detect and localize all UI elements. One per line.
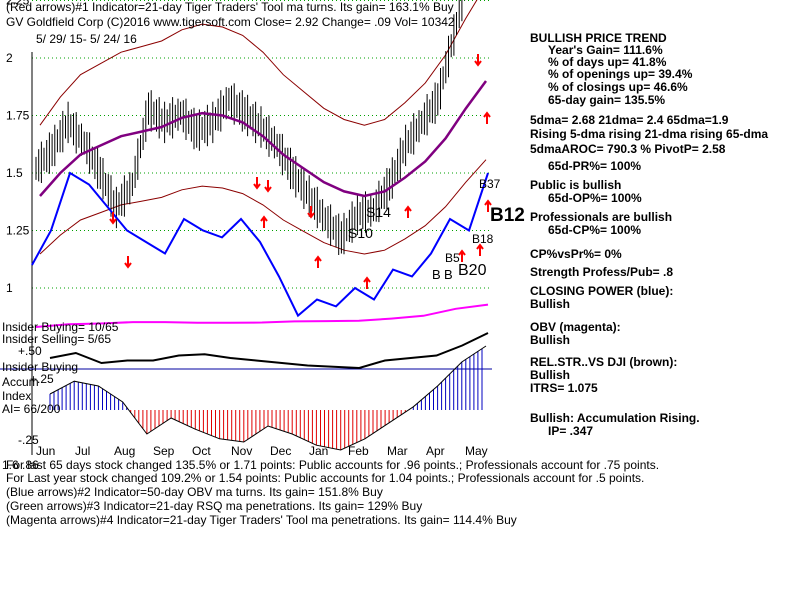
years-gain: Year's Gain= 111.6%	[548, 43, 663, 57]
insider-buying-label: Insider Buying= 10/65	[2, 320, 119, 334]
y-tick-label: 2	[6, 51, 13, 65]
pr-65d: 65d-PR%= 100%	[548, 159, 642, 173]
public-bullish: Public is bullish	[530, 178, 622, 192]
footer-blue-arrows: (Blue arrows)#2 Indicator=50-day OBV ma …	[6, 485, 383, 499]
cp-vs-pr: CP%vsPr%= 0%	[530, 247, 622, 261]
y-tick-label: 1.75	[6, 109, 30, 123]
red-arrow-icon	[483, 111, 491, 124]
signal-b20: B20	[458, 262, 487, 279]
y-tick-label: 1.25	[6, 224, 30, 238]
ma65-line	[39, 80, 488, 198]
ai-label: AI= 66/200	[2, 402, 61, 416]
price-gridlines	[0, 0, 492, 455]
accum-rising: Bullish: Accumulation Rising.	[530, 411, 700, 425]
professionals-bullish: Professionals are bullish	[530, 210, 673, 224]
gain-65day: 65-day gain= 135.5%	[548, 93, 666, 107]
date-range: 5/ 29/ 15- 5/ 24/ 16	[36, 32, 137, 46]
dma-values: 5dma= 2.68 21dma= 2.4 65dma=1.9	[530, 113, 729, 127]
closing-power-line	[31, 171, 489, 318]
month-label: Nov	[231, 444, 252, 458]
month-label: Jul	[75, 444, 90, 458]
month-label: Dec	[270, 444, 291, 458]
closing-power-label: CLOSING POWER (blue):	[530, 284, 674, 298]
obv-label: OBV (magenta):	[530, 320, 621, 334]
month-label: Jun	[36, 444, 55, 458]
month-label: May	[465, 444, 488, 458]
month-label: Jan	[309, 444, 328, 458]
month-label: Aug	[114, 444, 135, 458]
red-arrow-icon	[314, 255, 322, 268]
accumulation-histogram	[49, 345, 487, 451]
openings-up: % of openings up= 39.4%	[548, 67, 693, 81]
footer-magenta-arrows: (Magenta arrows)#4 Indicator=21-day Tige…	[6, 513, 517, 527]
header-indicator-line: (Red arrows)#1 Indicator=21-day Tiger Tr…	[6, 0, 454, 14]
month-label: Feb	[348, 444, 369, 458]
red-arrow-icon	[264, 180, 272, 193]
footer-65day: For last 65 days stock changed 135.5% or…	[6, 458, 660, 472]
closing-power-state: Bullish	[530, 297, 571, 311]
relative-strength-line	[49, 332, 489, 370]
footer-green-arrows: (Green arrows)#3 Indicator=21-day RSQ ma…	[6, 499, 423, 513]
upper-band	[39, 0, 478, 126]
obv-line	[35, 303, 489, 328]
minus-25-label: -.25	[18, 433, 39, 447]
series-lines	[31, 0, 489, 370]
signal-b5: B5	[445, 251, 460, 265]
signal-b37: B37	[479, 177, 501, 191]
red-arrow-icon	[307, 206, 315, 219]
rising-dma: Rising 5-dma rising 21-dma rising 65-dma	[530, 127, 769, 141]
red-arrow-icon	[404, 205, 412, 218]
accum-ma-line	[49, 345, 487, 451]
signal-b18: B18	[472, 232, 494, 246]
red-arrow-icon	[109, 212, 117, 225]
y-tick-label: 1	[6, 281, 13, 295]
aroc-pivot: 5dmaAROC= 790.3 % PivotP= 2.58	[530, 142, 726, 156]
red-arrow-icon	[260, 215, 268, 228]
ip-value: IP= .347	[548, 424, 594, 438]
red-arrow-icon	[458, 249, 466, 262]
days-up: % of days up= 41.8%	[548, 55, 667, 69]
itrs-value: ITRS= 1.075	[530, 381, 598, 395]
plus-25-label: +.25	[30, 372, 54, 386]
signal-s10: S10	[348, 225, 373, 241]
relstr-state: Bullish	[530, 368, 571, 382]
relstr-label: REL.STR..VS DJI (brown):	[530, 355, 678, 369]
signal-b: B	[432, 267, 441, 282]
insider-selling-label: Insider Selling= 5/65	[2, 332, 112, 346]
month-labels: Jun Jul Aug Sep Oct Nov Dec Jan Feb Mar Apr May	[36, 444, 488, 458]
red-arrow-icon	[474, 54, 482, 67]
footer-year: For Last year stock changed 109.2% or 1.…	[6, 471, 645, 485]
accum-label: Accum	[2, 375, 39, 389]
op-65d: 65d-OP%= 100%	[548, 191, 642, 205]
red-arrow-icon	[476, 243, 484, 256]
cp-65d: 65d-CP%= 100%	[548, 223, 642, 237]
lower-band	[39, 159, 487, 255]
plus-50-label: +.50	[18, 344, 42, 358]
header-ticker-line: GV Goldfield Corp (C)2016 www.tigersoft.…	[6, 15, 455, 29]
month-label: Sep	[153, 444, 175, 458]
trend-title: BULLISH PRICE TREND	[530, 31, 667, 45]
signal-b-mid: B	[444, 267, 453, 282]
signal-arrows	[109, 54, 492, 289]
month-label: Apr	[426, 444, 445, 458]
red-arrow-icon	[363, 276, 371, 289]
red-arrow-icon	[124, 256, 132, 269]
index-label: Index	[2, 389, 32, 403]
signal-s14: S14	[366, 204, 391, 220]
red-arrow-icon	[253, 177, 261, 190]
month-label: Oct	[192, 444, 211, 458]
strength-ratio: Strength Profess/Pub= .8	[530, 265, 674, 279]
y-tick-label: 1.5	[6, 166, 23, 180]
moving-average-bands	[39, 0, 487, 255]
insider-buying-label-2: Insider Buying	[2, 360, 79, 374]
obv-state: Bullish	[530, 333, 571, 347]
footer-prefix: 1.6 .86	[2, 458, 39, 472]
closings-up: % of closings up= 46.6%	[548, 80, 688, 94]
month-label: Mar	[387, 444, 408, 458]
signal-b12: B12	[490, 205, 525, 226]
red-arrow-icon	[484, 199, 492, 212]
y-tick-label: 2.25	[6, 0, 30, 8]
